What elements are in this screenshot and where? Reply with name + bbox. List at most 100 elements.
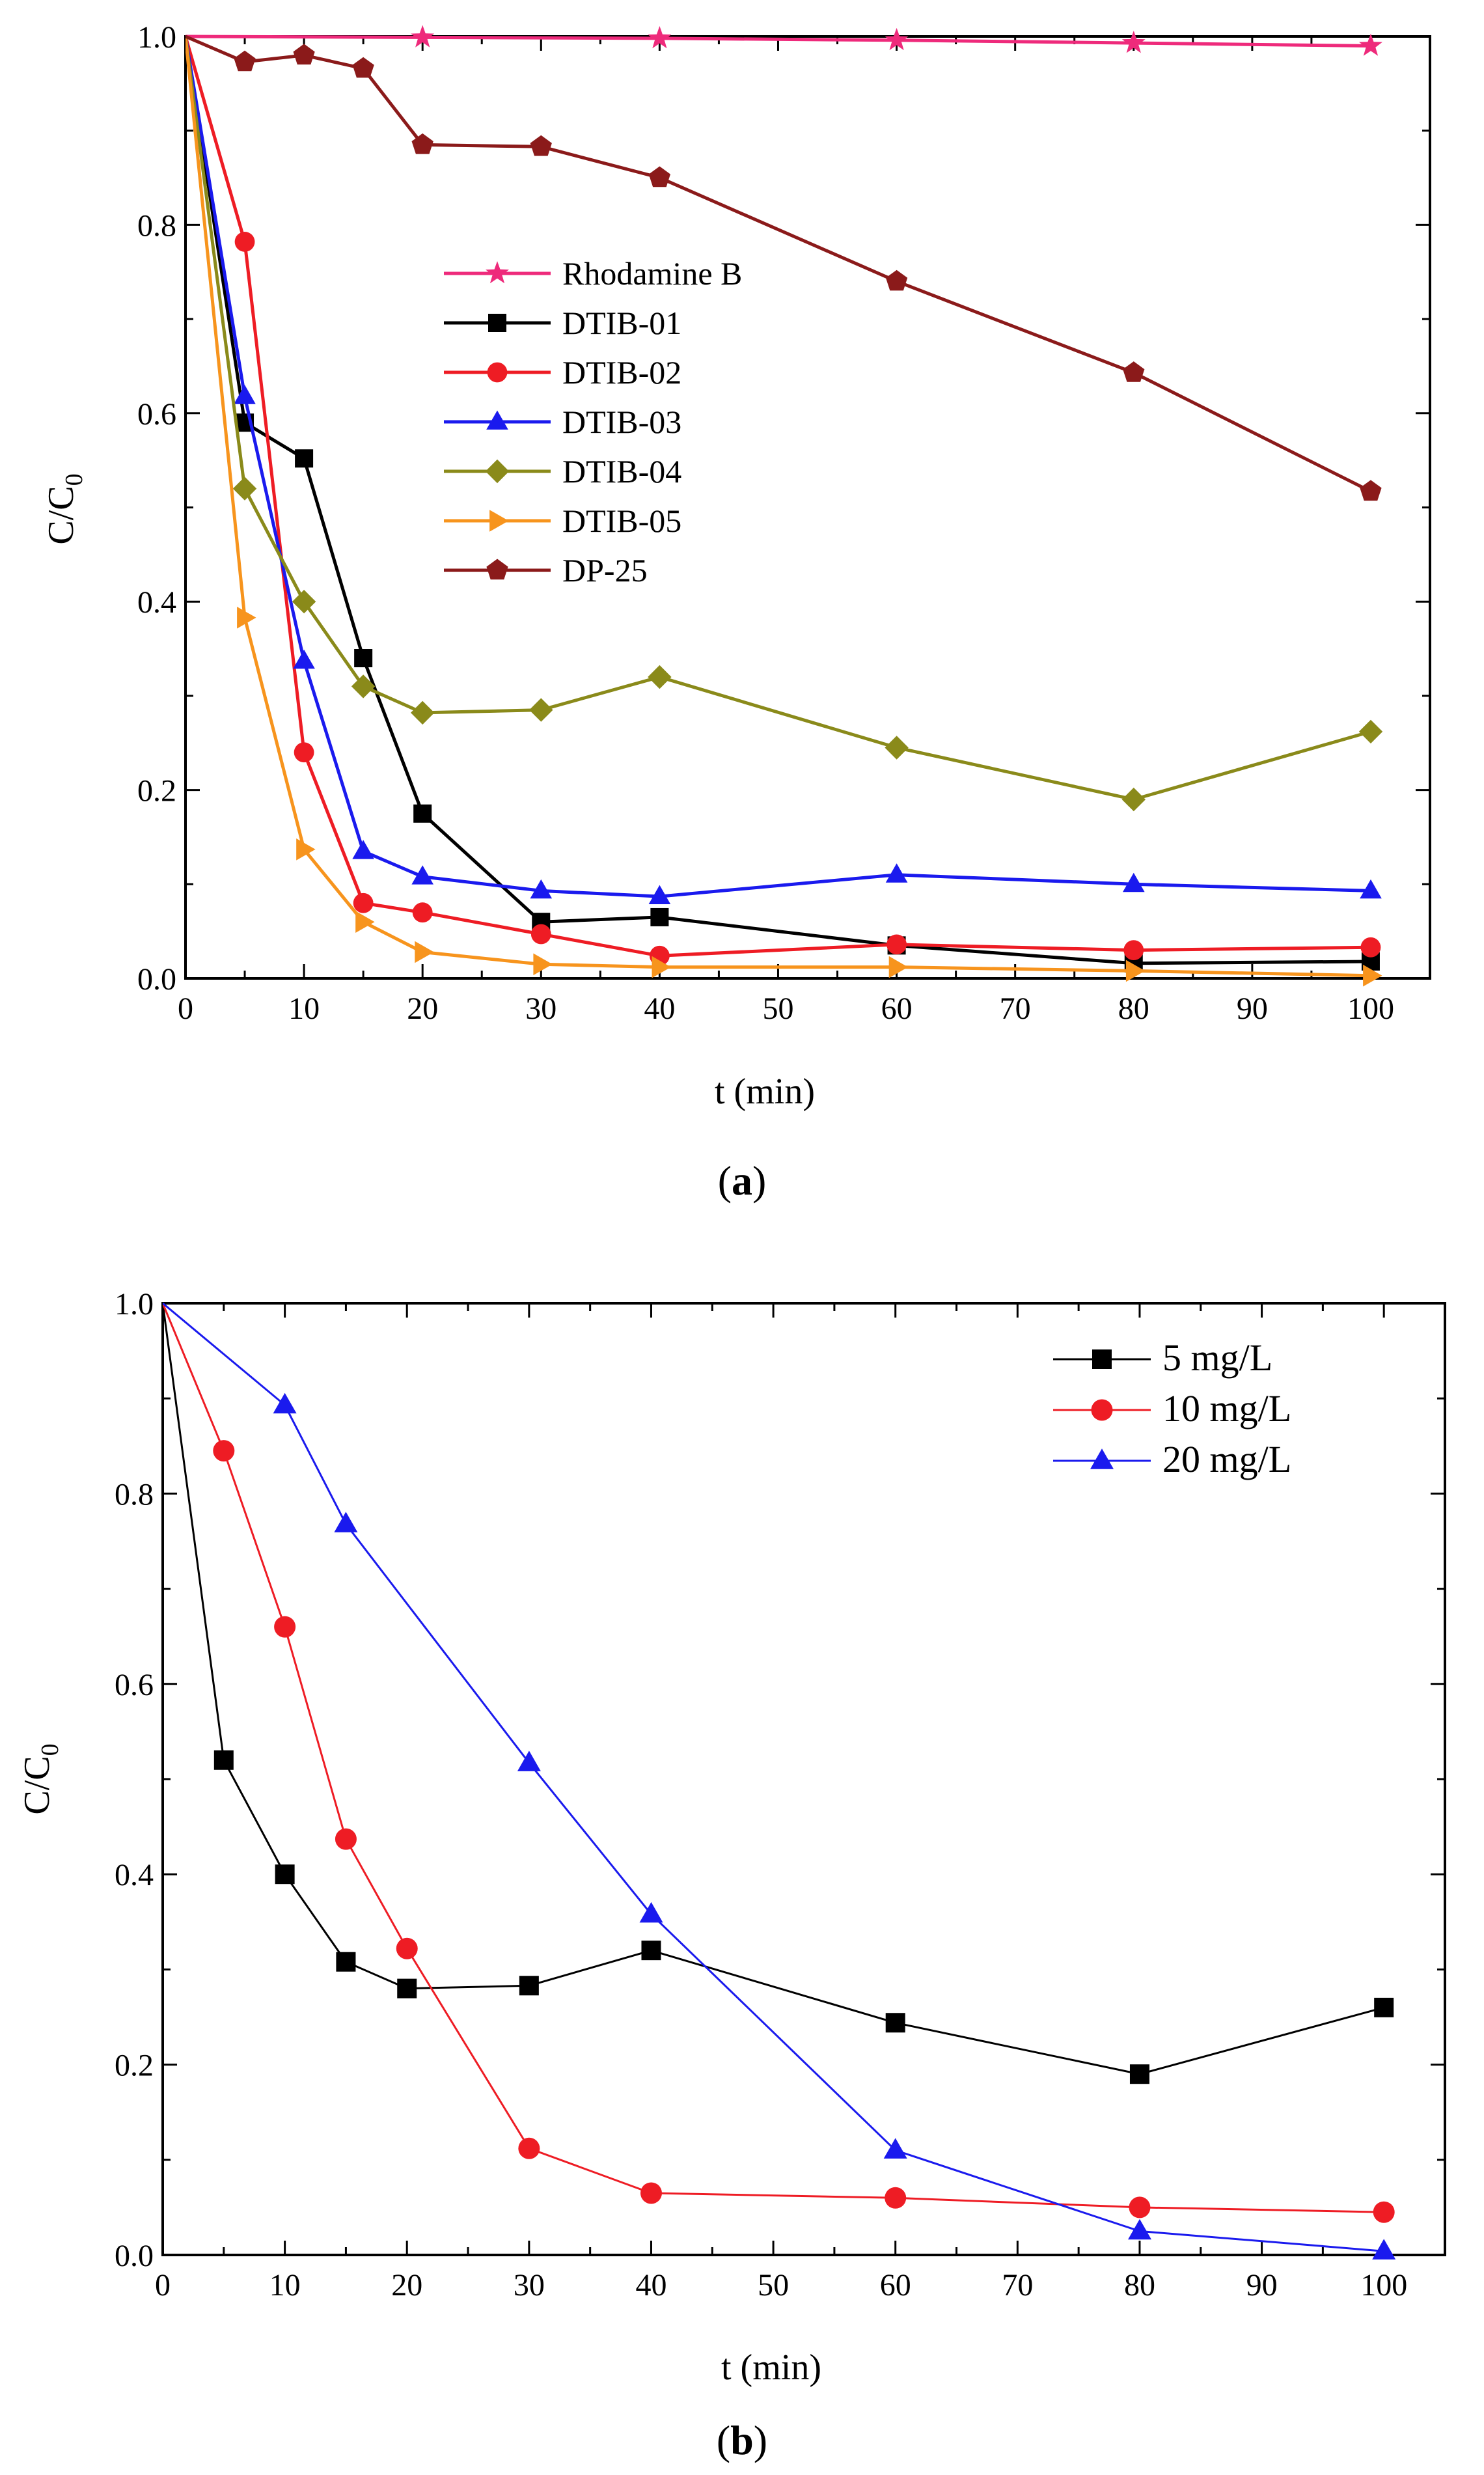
panel-b-data-point	[640, 2182, 662, 2204]
panel-b-y-tick-label: 0.4	[115, 1858, 154, 1892]
panel-a-data-point	[354, 649, 373, 668]
panel-a-series-rhodamine-b	[186, 25, 1382, 56]
panel-a-data-point	[1358, 719, 1383, 744]
panel-a-data-point	[1360, 937, 1381, 958]
panel-a-data-point	[352, 840, 374, 859]
panel-b-legend-entry: 10 mg/L	[1053, 1387, 1291, 1430]
panel-a-data-point	[888, 956, 909, 978]
panel-a-x-tick-label: 40	[644, 991, 675, 1026]
panel-b-data-point	[397, 1978, 417, 1998]
panel-b-label: (b)	[717, 2417, 767, 2463]
panel-a-series-dtib-01	[186, 36, 1380, 973]
panel-b-data-point	[1373, 2201, 1395, 2223]
panel-b-x-tick-label: 50	[758, 2268, 789, 2302]
panel-a-legend-entry: DTIB-01	[444, 305, 681, 341]
panel-a-x-tick-label: 20	[407, 991, 438, 1026]
panel-b-data-point	[519, 1976, 539, 1996]
panel-a-legend-marker	[487, 362, 508, 383]
panel-a-series-line	[186, 36, 1371, 898]
panel-a-data-point	[885, 736, 909, 760]
panel-a-data-point	[648, 26, 672, 49]
panel-a-data-point	[234, 50, 256, 72]
panel-b-x-tick-label: 60	[880, 2268, 911, 2302]
panel-a-series-line	[186, 36, 1371, 978]
panel-b-data-point	[273, 1392, 297, 1414]
panel-a-x-tick-label: 60	[881, 991, 913, 1026]
panel-a-label-letter: a	[732, 1157, 752, 1204]
panel-a-data-point	[355, 911, 375, 933]
panel-a-data-point	[648, 885, 671, 904]
panel-a-data-point	[1121, 787, 1146, 812]
panel-b-series-20-mg-l	[163, 1302, 1396, 2260]
panel-a-data-point	[530, 879, 553, 899]
panel-a-data-point	[293, 44, 315, 65]
panel-a-series-line	[186, 36, 1371, 965]
panel-a-label: (a)	[718, 1157, 767, 1204]
panel-a-x-tick-label: 0	[178, 991, 193, 1026]
panel-b-y-tick-label: 0.6	[115, 1668, 154, 1702]
panel-b-data-point	[396, 1937, 418, 1959]
panel-b-x-tick-label: 40	[635, 2268, 666, 2302]
panel-b-legend-entry: 20 mg/L	[1053, 1438, 1291, 1480]
panel-b-label-letter: b	[730, 2417, 754, 2463]
panel-b-data-point	[275, 1864, 295, 1885]
panel-a-data-point	[1123, 872, 1145, 892]
panel-a-plot-frame	[184, 35, 1431, 980]
panel-a-data-point	[234, 232, 255, 252]
panel-a-series-dtib-03	[186, 36, 1382, 904]
panel-a-data-point	[885, 863, 908, 883]
panel-a-data-point	[411, 865, 433, 885]
panel-a-legend-label: DTIB-04	[562, 453, 681, 490]
panel-a-series-dtib-04	[186, 36, 1383, 812]
panel-a-data-point	[232, 477, 257, 501]
panel-a-data-point	[295, 449, 314, 468]
panel-a-y-axis-label: C/C0	[41, 473, 88, 544]
panel-b-y-tick-label: 0.2	[115, 2049, 154, 2083]
panel-b-y-axis-label: C/C0	[17, 1743, 64, 1814]
panel-b-x-tick-label: 90	[1246, 2268, 1278, 2302]
panel-b-series-10-mg-l	[163, 1303, 1395, 2223]
panel-a-x-tick-label: 90	[1237, 991, 1268, 1026]
panel-a-y-tick-label: 0.6	[137, 397, 176, 432]
panel-b-ticks: 0 10 20 30 40 50 60 70 80 90 100 0.0 0.2 0.4 0.6 0.8 1.0	[115, 1287, 1445, 2302]
panel-a-data-point	[530, 924, 551, 945]
panel-a-legend-marker	[489, 510, 509, 532]
panel-b-x-axis-label: t (min)	[721, 2347, 821, 2388]
panel-a-legend-entry: DTIB-03	[444, 404, 681, 440]
panel-a-legend: Rhodamine B DTIB-01 DTIB-02 DTIB-03 DTIB-04 D…	[444, 255, 742, 588]
panel-a-legend-marker	[486, 559, 508, 580]
panel-b-data-point	[883, 2138, 907, 2159]
panel-b-series	[163, 1302, 1396, 2260]
panel-a-series-line	[186, 35, 1372, 493]
panel-a-data-point	[292, 590, 316, 614]
panel-a-x-tick-label: 100	[1347, 991, 1394, 1026]
panel-a-legend-label: DTIB-05	[562, 503, 681, 539]
panel-a-data-point	[237, 607, 256, 629]
panel-b-data-point	[1374, 1997, 1394, 2017]
panel-a-data-point	[886, 934, 907, 955]
panel-b-legend-label: 5 mg/L	[1162, 1336, 1272, 1379]
panel-a-y-tick-label: 0.2	[137, 774, 176, 809]
panel-a-x-tick-label: 30	[525, 991, 556, 1026]
panel-b-chart: 0 10 20 30 40 50 60 70 80 90 100 0.0 0.2 0.4 0.6 0.8 1.0…	[17, 1287, 1446, 2463]
panel-a-x-tick-label: 70	[1000, 991, 1031, 1026]
panel-b-legend-marker	[1092, 1349, 1112, 1369]
panel-a-data-point	[1123, 361, 1145, 382]
panel-a-series	[186, 25, 1383, 987]
panel-a-data-point	[1363, 964, 1382, 987]
panel-b-x-tick-label: 0	[155, 2268, 171, 2302]
panel-a-data-point	[411, 25, 435, 48]
panel-a-legend-label: DP-25	[562, 552, 648, 588]
panel-a-data-point	[413, 804, 432, 823]
panel-b-data-point	[639, 1901, 663, 1923]
panel-a-data-point	[352, 57, 374, 78]
panel-b-legend-marker	[1091, 1399, 1113, 1421]
panel-b-data-point	[517, 1750, 541, 1771]
panel-b-y-tick-label: 0.0	[115, 2239, 154, 2273]
panel-a-data-point	[530, 135, 552, 156]
panel-b-data-point	[213, 1440, 235, 1462]
panel-b-x-tick-label: 100	[1360, 2268, 1407, 2302]
panel-a-data-point	[533, 953, 553, 976]
panel-a-y-tick-label: 0.8	[137, 208, 176, 243]
panel-a-data-point	[294, 742, 314, 763]
